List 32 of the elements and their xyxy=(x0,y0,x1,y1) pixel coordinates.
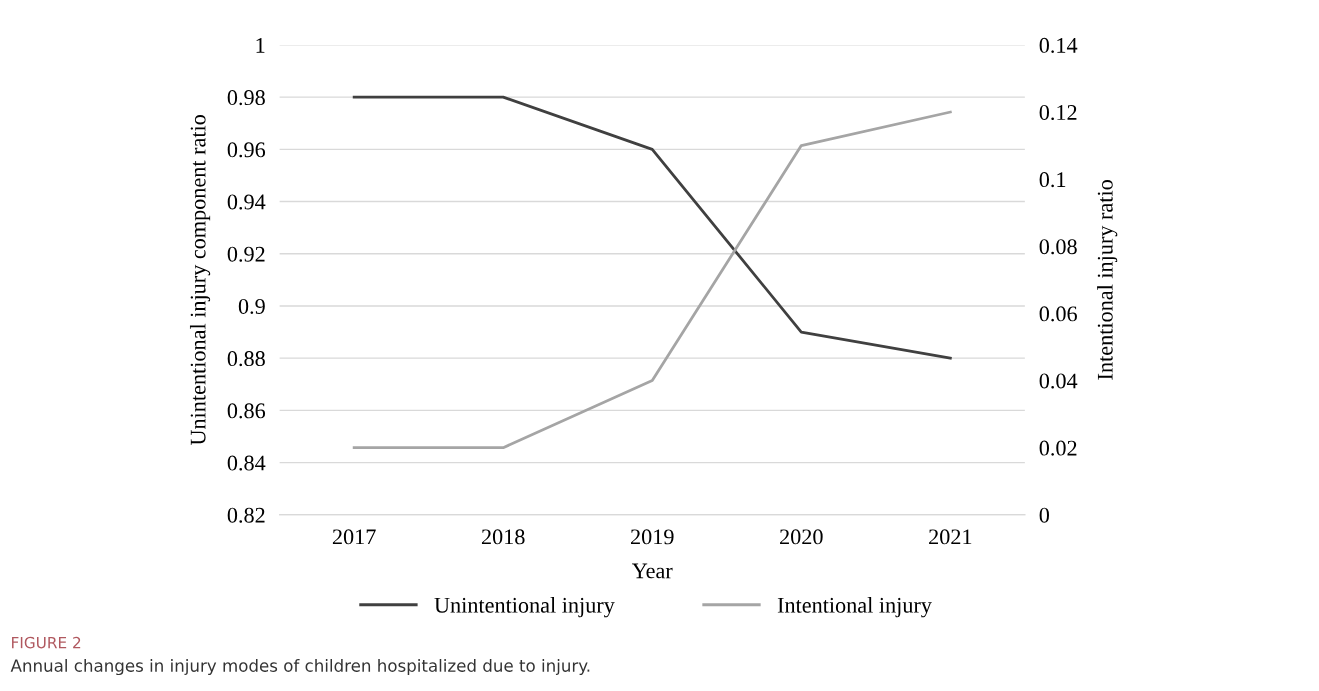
y-tick-label: 1 xyxy=(256,37,265,53)
x-tick-label: 2021 xyxy=(929,529,972,545)
text: Annual changes in injury modes of children hospitalized due to injury. xyxy=(10,658,590,676)
legend-label: Unintentional injury xyxy=(434,597,615,618)
y-tick-label: 0.9 xyxy=(238,298,265,314)
y-tick-label: 0.98 xyxy=(227,90,265,106)
y2-tick-label: 0 xyxy=(1039,507,1050,523)
x-axis-title: Year xyxy=(632,563,673,579)
line-series xyxy=(352,95,952,360)
x-tick-label: 2017 xyxy=(332,529,376,545)
y-axis-title: Unintentional injury component ratio xyxy=(189,115,211,446)
y2-tick-label: 0.12 xyxy=(1039,104,1077,121)
x-tick-label: 2018 xyxy=(481,529,525,545)
y-tick-label: 0.94 xyxy=(227,194,266,210)
y-tick-label: 0.86 xyxy=(227,403,266,419)
y-tick-label: 0.96 xyxy=(227,142,266,158)
y-tick-label: 0.92 xyxy=(227,246,265,262)
y-tick-label: 0.84 xyxy=(227,455,266,471)
y2-tick-label: 0.02 xyxy=(1039,440,1077,456)
line-series xyxy=(352,110,952,450)
y2-tick-label: 0.04 xyxy=(1039,373,1078,389)
caption: FIGURE 2 xyxy=(12,636,81,649)
y2-tick-label: 0.06 xyxy=(1039,306,1077,322)
y2-axis-title: Intentional injury ratio xyxy=(1097,180,1118,380)
y2-tick-label: 0.08 xyxy=(1039,239,1077,255)
y-tick-label: 0.82 xyxy=(227,507,265,523)
y2-tick-label: 0.14 xyxy=(1039,37,1078,53)
legend-label: Intentional injury xyxy=(777,597,932,618)
y-tick-label: 0.88 xyxy=(227,351,265,367)
y2-tick-label: 0.1 xyxy=(1039,172,1066,188)
x-tick-label: 2020 xyxy=(780,529,823,545)
x-tick-label: 2019 xyxy=(631,529,674,545)
